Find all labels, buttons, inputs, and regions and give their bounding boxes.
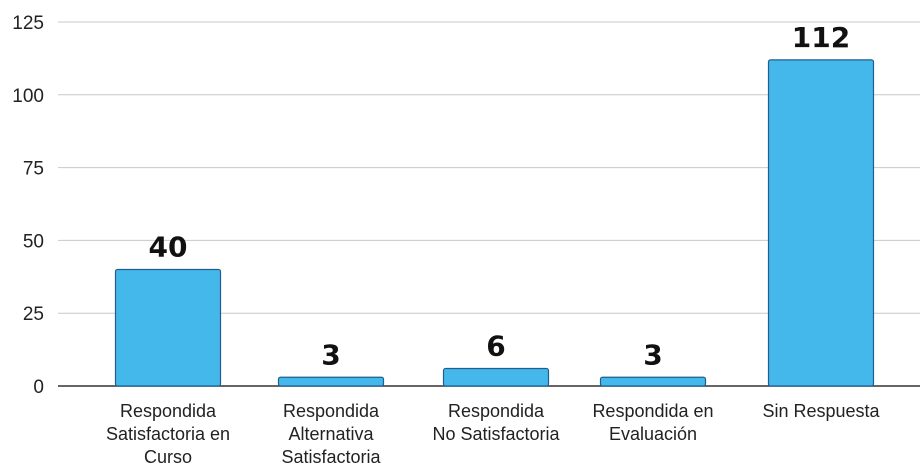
data-labels: 40 3 6 3 112 [149,21,851,371]
bar [114,268,222,387]
y-tick-label: 0 [33,377,44,398]
x-tick-label-line: No Satisfactoria [432,424,560,444]
data-label: 112 [792,21,850,54]
y-tick-label: 125 [12,13,44,34]
data-label: 3 [643,338,662,371]
y-axis-ticks: 0 25 50 75 100 125 [12,13,44,398]
data-label: 40 [149,231,188,264]
x-tick-label-line: Curso [144,447,192,467]
x-tick-label: Sin Respuesta [762,401,880,421]
x-tick-label: Respondida Alternativa Satisfactoria [281,401,381,467]
y-tick-label: 75 [23,159,44,180]
bar [442,367,550,387]
x-tick-label-line: Satisfactoria [281,447,381,467]
bar [277,376,385,387]
x-tick-label-line: Sin Respuesta [762,401,880,421]
x-tick-label-line: Respondida [283,401,380,421]
data-label: 6 [486,330,505,363]
bar [767,59,875,387]
x-tick-label-line: Satisfactoria en [106,424,230,444]
x-tick-label-line: Evaluación [609,424,697,444]
x-tick-label: Respondida No Satisfactoria [432,401,560,444]
x-tick-label: Respondida Satisfactoria en Curso [106,401,230,467]
y-tick-label: 50 [23,231,44,252]
y-tick-label: 100 [12,86,44,107]
x-tick-label-line: Respondida en [592,401,713,421]
x-tick-label-line: Respondida [448,401,545,421]
x-tick-label: Respondida en Evaluación [592,401,713,444]
data-label: 3 [321,338,340,371]
bars [114,59,875,387]
x-axis-labels: Respondida Satisfactoria en CursoRespondid… [106,401,881,467]
bar [599,376,707,387]
y-tick-label: 25 [23,304,44,325]
x-tick-label-line: Respondida [120,401,217,421]
x-tick-label-line: Alternativa [288,424,374,444]
